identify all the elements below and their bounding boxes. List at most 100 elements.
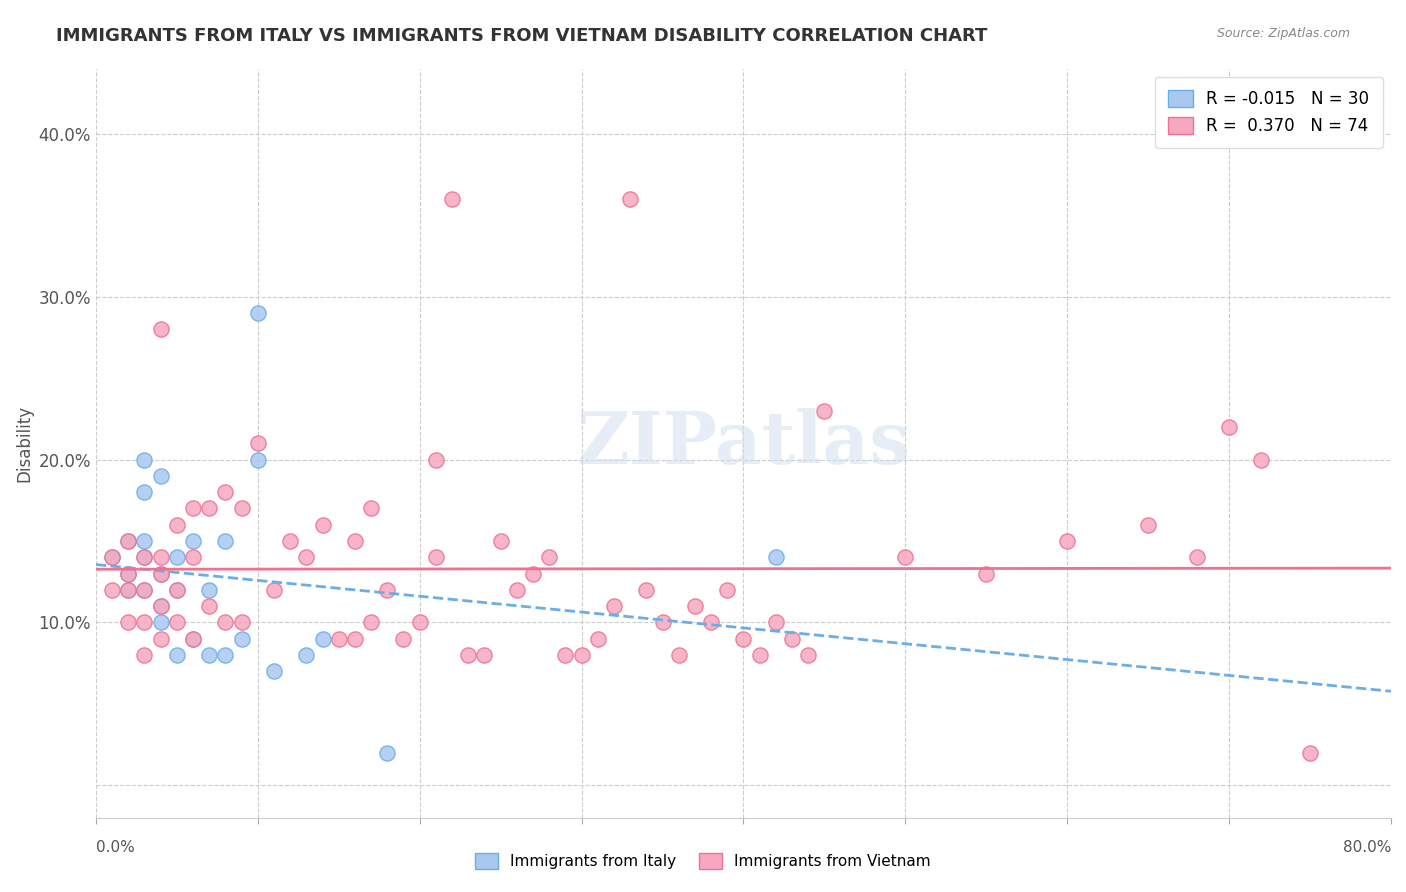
Point bbox=[214, 533, 236, 548]
Point bbox=[1137, 517, 1160, 532]
Point bbox=[134, 550, 156, 565]
Point bbox=[101, 550, 124, 565]
Point bbox=[571, 648, 593, 662]
Point bbox=[198, 648, 221, 662]
Point bbox=[166, 582, 188, 597]
Point bbox=[134, 550, 156, 565]
Point bbox=[166, 550, 188, 565]
Point bbox=[134, 485, 156, 500]
Text: ZIPatlas: ZIPatlas bbox=[576, 408, 911, 479]
Legend: R = -0.015   N = 30, R =  0.370   N = 74: R = -0.015 N = 30, R = 0.370 N = 74 bbox=[1154, 77, 1382, 148]
Point bbox=[700, 615, 723, 630]
Point bbox=[375, 746, 398, 760]
Point bbox=[149, 599, 172, 614]
Text: IMMIGRANTS FROM ITALY VS IMMIGRANTS FROM VIETNAM DISABILITY CORRELATION CHART: IMMIGRANTS FROM ITALY VS IMMIGRANTS FROM… bbox=[56, 27, 987, 45]
Point bbox=[134, 452, 156, 467]
Point bbox=[166, 517, 188, 532]
Point bbox=[780, 632, 803, 646]
Point bbox=[408, 615, 430, 630]
Point bbox=[651, 615, 673, 630]
Point bbox=[506, 582, 529, 597]
Point bbox=[328, 632, 350, 646]
Point bbox=[198, 582, 221, 597]
Point bbox=[117, 533, 139, 548]
Point bbox=[181, 501, 204, 516]
Point bbox=[117, 566, 139, 581]
Point bbox=[343, 533, 366, 548]
Text: Source: ZipAtlas.com: Source: ZipAtlas.com bbox=[1216, 27, 1350, 40]
Point bbox=[117, 582, 139, 597]
Point bbox=[117, 615, 139, 630]
Point bbox=[538, 550, 561, 565]
Point bbox=[295, 648, 318, 662]
Point bbox=[117, 566, 139, 581]
Point bbox=[134, 582, 156, 597]
Point bbox=[392, 632, 415, 646]
Point bbox=[748, 648, 770, 662]
Point bbox=[489, 533, 512, 548]
Point bbox=[214, 648, 236, 662]
Point bbox=[117, 533, 139, 548]
Point bbox=[149, 322, 172, 336]
Point bbox=[149, 599, 172, 614]
Point bbox=[231, 615, 253, 630]
Point bbox=[668, 648, 690, 662]
Point bbox=[1185, 550, 1208, 565]
Point bbox=[181, 533, 204, 548]
Point bbox=[1299, 746, 1322, 760]
Point bbox=[149, 632, 172, 646]
Point bbox=[263, 665, 285, 679]
Point bbox=[765, 550, 787, 565]
Point bbox=[894, 550, 917, 565]
Point bbox=[134, 615, 156, 630]
Point bbox=[425, 452, 447, 467]
Point bbox=[425, 550, 447, 565]
Point bbox=[522, 566, 544, 581]
Point bbox=[149, 615, 172, 630]
Point bbox=[765, 615, 787, 630]
Point bbox=[149, 566, 172, 581]
Point bbox=[166, 582, 188, 597]
Point bbox=[134, 533, 156, 548]
Point bbox=[278, 533, 301, 548]
Point bbox=[231, 501, 253, 516]
Point bbox=[181, 632, 204, 646]
Point bbox=[1218, 420, 1240, 434]
Point bbox=[181, 632, 204, 646]
Y-axis label: Disability: Disability bbox=[15, 405, 32, 482]
Point bbox=[375, 582, 398, 597]
Point bbox=[214, 615, 236, 630]
Point bbox=[166, 648, 188, 662]
Point bbox=[360, 501, 382, 516]
Point bbox=[554, 648, 576, 662]
Point bbox=[214, 485, 236, 500]
Point bbox=[198, 599, 221, 614]
Point bbox=[683, 599, 706, 614]
Point bbox=[797, 648, 820, 662]
Point bbox=[474, 648, 496, 662]
Text: 80.0%: 80.0% bbox=[1343, 840, 1391, 855]
Point bbox=[636, 582, 658, 597]
Point bbox=[166, 615, 188, 630]
Point bbox=[263, 582, 285, 597]
Point bbox=[716, 582, 738, 597]
Point bbox=[343, 632, 366, 646]
Point bbox=[311, 632, 333, 646]
Point bbox=[246, 452, 269, 467]
Point bbox=[134, 582, 156, 597]
Point bbox=[586, 632, 609, 646]
Point bbox=[619, 192, 641, 206]
Point bbox=[1250, 452, 1272, 467]
Point bbox=[149, 550, 172, 565]
Point bbox=[246, 306, 269, 320]
Point bbox=[457, 648, 479, 662]
Point bbox=[974, 566, 997, 581]
Point bbox=[101, 550, 124, 565]
Point bbox=[117, 582, 139, 597]
Point bbox=[603, 599, 626, 614]
Point bbox=[198, 501, 221, 516]
Point bbox=[733, 632, 755, 646]
Point bbox=[295, 550, 318, 565]
Point bbox=[311, 517, 333, 532]
Point bbox=[231, 632, 253, 646]
